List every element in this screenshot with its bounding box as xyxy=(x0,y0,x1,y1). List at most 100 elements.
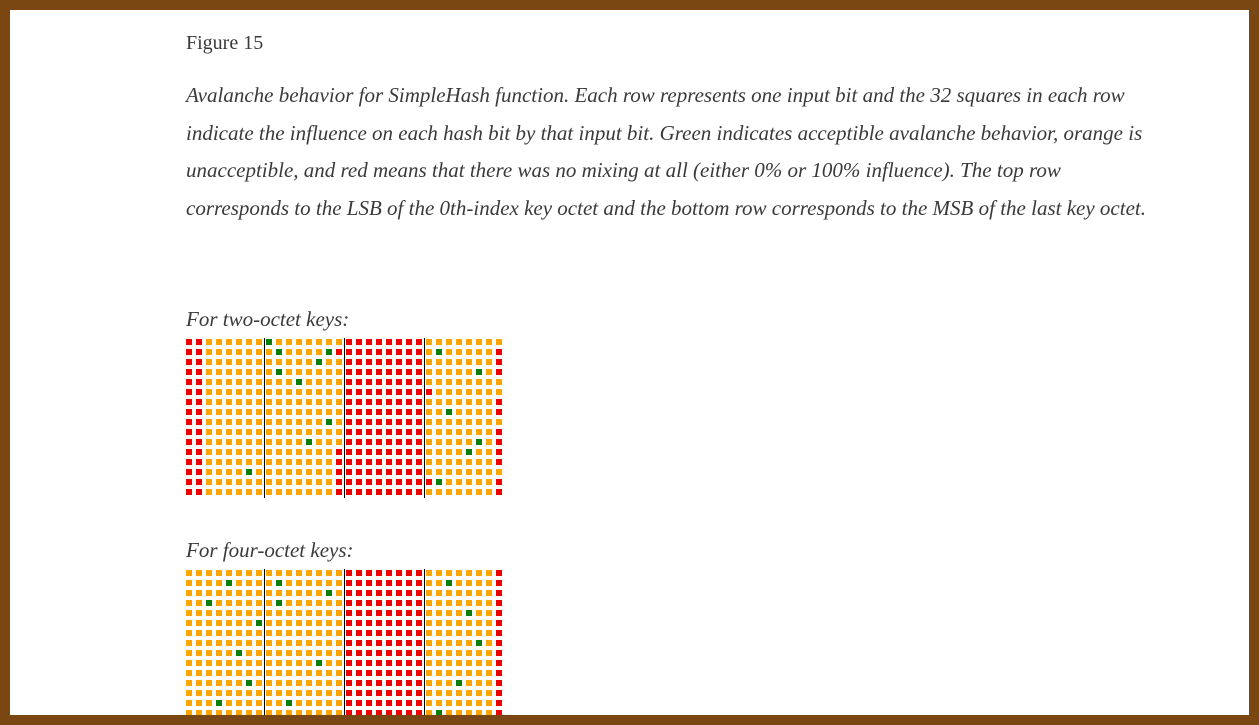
orange-square xyxy=(255,378,265,388)
red-square xyxy=(375,428,385,438)
orange-square xyxy=(475,699,485,709)
orange-square xyxy=(325,488,335,498)
red-square xyxy=(365,659,375,669)
orange-square xyxy=(265,358,275,368)
orange-square xyxy=(475,609,485,619)
orange-square xyxy=(475,679,485,689)
four-octet-grid xyxy=(185,569,505,715)
orange-square xyxy=(295,468,305,478)
orange-square xyxy=(255,579,265,589)
red-square xyxy=(495,368,505,378)
orange-square xyxy=(335,709,345,715)
red-square xyxy=(185,408,195,418)
orange-square xyxy=(295,448,305,458)
orange-square xyxy=(225,448,235,458)
orange-square xyxy=(195,569,205,579)
orange-square xyxy=(275,468,285,478)
orange-square xyxy=(315,368,325,378)
red-square xyxy=(375,378,385,388)
orange-square xyxy=(335,398,345,408)
orange-square xyxy=(325,358,335,368)
orange-square xyxy=(445,709,455,715)
orange-square xyxy=(465,428,475,438)
orange-square xyxy=(245,709,255,715)
orange-square xyxy=(265,599,275,609)
orange-square xyxy=(445,659,455,669)
orange-square xyxy=(315,619,325,629)
red-square xyxy=(355,589,365,599)
orange-square xyxy=(335,689,345,699)
red-square xyxy=(355,709,365,715)
orange-square xyxy=(205,709,215,715)
red-square xyxy=(345,589,355,599)
red-square xyxy=(195,468,205,478)
orange-square xyxy=(295,639,305,649)
red-square xyxy=(385,709,395,715)
red-square xyxy=(495,629,505,639)
red-square xyxy=(345,358,355,368)
red-square xyxy=(345,649,355,659)
red-square xyxy=(185,418,195,428)
red-square xyxy=(415,448,425,458)
orange-square xyxy=(275,569,285,579)
green-square xyxy=(235,649,245,659)
octet-divider xyxy=(344,569,345,715)
orange-square xyxy=(185,599,195,609)
red-square xyxy=(375,709,385,715)
orange-square xyxy=(235,458,245,468)
orange-square xyxy=(225,699,235,709)
orange-square xyxy=(255,448,265,458)
red-square xyxy=(415,699,425,709)
red-square xyxy=(405,488,415,498)
orange-square xyxy=(265,629,275,639)
orange-square xyxy=(185,609,195,619)
orange-square xyxy=(265,649,275,659)
orange-square xyxy=(205,629,215,639)
red-square xyxy=(385,589,395,599)
red-square xyxy=(375,368,385,378)
red-square xyxy=(405,408,415,418)
red-square xyxy=(495,358,505,368)
orange-square xyxy=(205,689,215,699)
red-square xyxy=(365,619,375,629)
orange-square xyxy=(285,619,295,629)
orange-square xyxy=(455,579,465,589)
orange-square xyxy=(275,338,285,348)
orange-square xyxy=(455,398,465,408)
red-square xyxy=(385,358,395,368)
red-square xyxy=(405,599,415,609)
orange-square xyxy=(215,589,225,599)
orange-square xyxy=(275,388,285,398)
orange-square xyxy=(185,579,195,589)
figure-content: Figure 15 Avalanche behavior for SimpleH… xyxy=(186,32,1161,227)
red-square xyxy=(355,579,365,589)
orange-square xyxy=(425,589,435,599)
red-square xyxy=(195,428,205,438)
orange-square xyxy=(215,679,225,689)
orange-square xyxy=(455,418,465,428)
orange-square xyxy=(445,488,455,498)
orange-square xyxy=(325,468,335,478)
orange-square xyxy=(205,609,215,619)
orange-square xyxy=(435,639,445,649)
red-square xyxy=(495,669,505,679)
red-square xyxy=(395,418,405,428)
orange-square xyxy=(215,639,225,649)
orange-square xyxy=(255,649,265,659)
orange-square xyxy=(455,589,465,599)
green-square xyxy=(455,679,465,689)
green-square xyxy=(305,438,315,448)
orange-square xyxy=(485,338,495,348)
orange-square xyxy=(325,448,335,458)
orange-square xyxy=(335,418,345,428)
orange-square xyxy=(245,599,255,609)
orange-square xyxy=(315,599,325,609)
red-square xyxy=(495,589,505,599)
red-square xyxy=(495,659,505,669)
red-square xyxy=(495,579,505,589)
orange-square xyxy=(435,368,445,378)
red-square xyxy=(395,348,405,358)
red-square xyxy=(415,478,425,488)
orange-square xyxy=(205,488,215,498)
orange-square xyxy=(235,468,245,478)
